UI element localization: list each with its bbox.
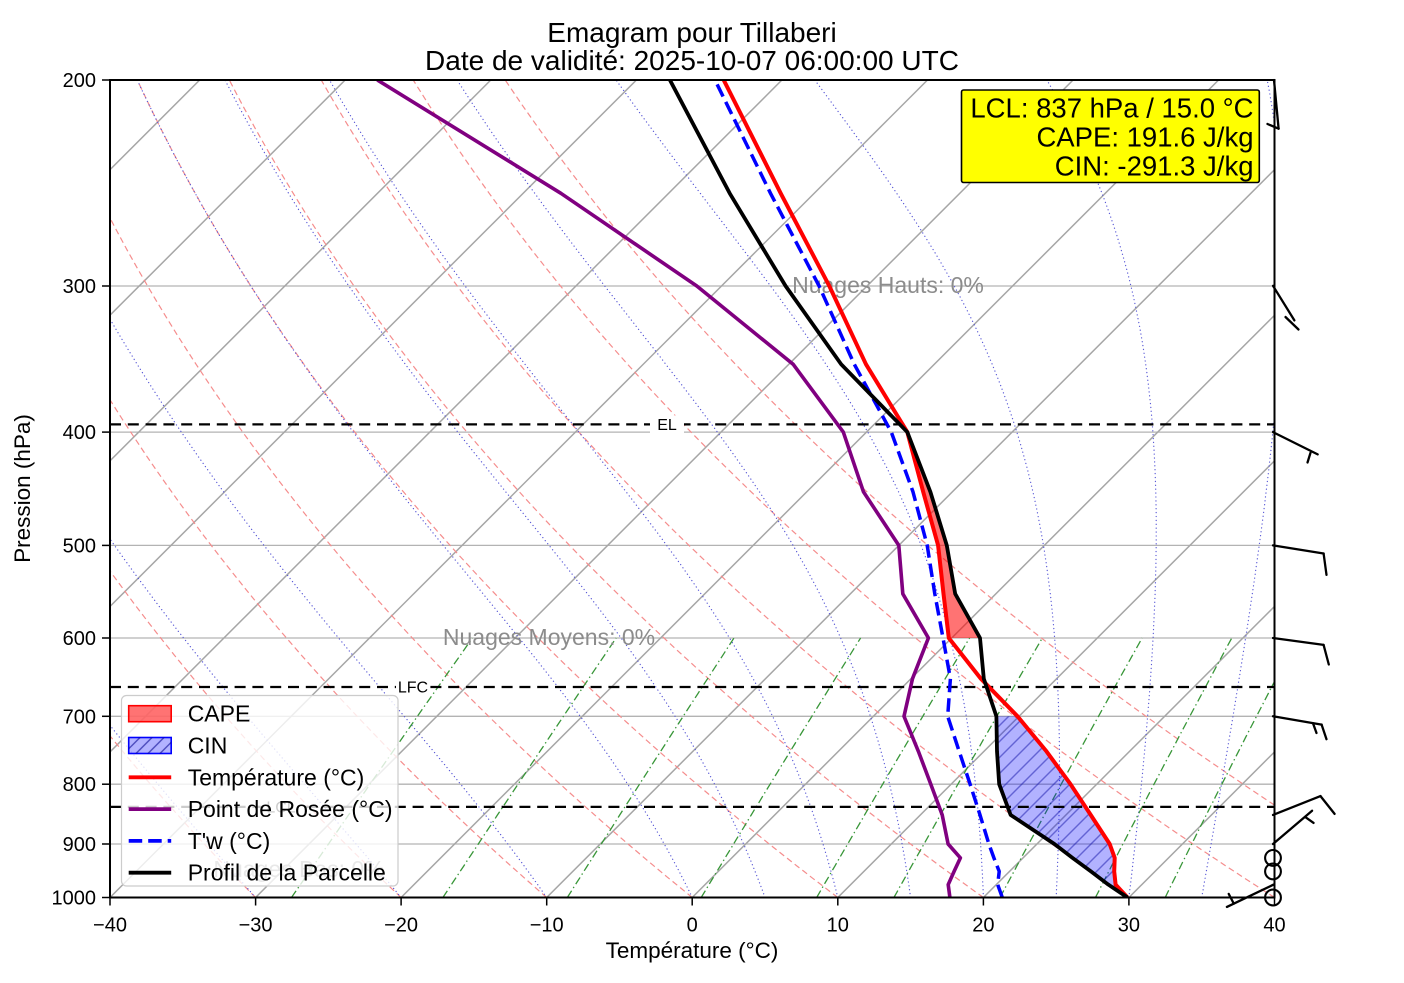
svg-text:0: 0 [687,915,698,937]
svg-text:Température (°C): Température (°C) [606,938,779,963]
svg-text:Point de Rosée (°C): Point de Rosée (°C) [188,796,393,822]
svg-text:1000: 1000 [52,888,97,910]
svg-text:CAPE: CAPE [188,701,251,727]
svg-text:−40: −40 [93,915,127,937]
svg-text:Emagram pour Tillaberi: Emagram pour Tillaberi [547,17,836,48]
svg-text:CAPE: 191.6 J/kg: CAPE: 191.6 J/kg [1036,122,1253,153]
svg-text:600: 600 [63,628,96,650]
svg-text:LCL: 837 hPa / 15.0 °C: LCL: 837 hPa / 15.0 °C [970,93,1253,124]
svg-text:40: 40 [1263,915,1285,937]
svg-text:Profil de la Parcelle: Profil de la Parcelle [188,860,386,886]
svg-text:500: 500 [63,535,96,557]
svg-text:Température (°C): Température (°C) [188,764,365,790]
svg-text:20: 20 [972,915,994,937]
svg-text:400: 400 [63,422,96,444]
svg-text:200: 200 [63,70,96,92]
svg-text:T'w (°C): T'w (°C) [188,828,271,854]
svg-text:30: 30 [1118,915,1140,937]
svg-text:CIN: CIN [188,733,228,759]
svg-text:900: 900 [63,834,96,856]
svg-text:10: 10 [827,915,849,937]
svg-text:Pression (hPa): Pression (hPa) [10,414,35,563]
svg-text:−30: −30 [239,915,273,937]
svg-text:700: 700 [63,706,96,728]
svg-text:LFC: LFC [398,680,428,697]
svg-text:800: 800 [63,774,96,796]
svg-text:Nuages Moyens: 0%: Nuages Moyens: 0% [443,624,655,650]
svg-text:300: 300 [63,276,96,298]
svg-text:EL: EL [657,417,677,434]
svg-text:−20: −20 [384,915,418,937]
svg-text:−10: −10 [530,915,564,937]
svg-text:Date de validité: 2025-10-07 0: Date de validité: 2025-10-07 06:00:00 UT… [425,45,959,76]
svg-text:CIN: -291.3 J/kg: CIN: -291.3 J/kg [1055,151,1254,182]
